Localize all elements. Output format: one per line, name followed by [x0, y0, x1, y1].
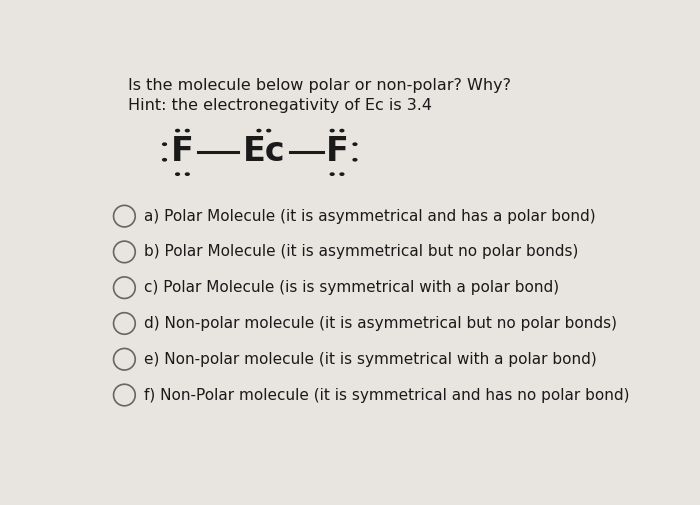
- Circle shape: [185, 172, 190, 176]
- Circle shape: [340, 129, 344, 132]
- Text: f) Non-Polar molecule (it is symmetrical and has no polar bond): f) Non-Polar molecule (it is symmetrical…: [144, 387, 630, 402]
- Text: e) Non-polar molecule (it is symmetrical with a polar bond): e) Non-polar molecule (it is symmetrical…: [144, 352, 597, 367]
- Circle shape: [352, 158, 358, 162]
- Circle shape: [175, 172, 180, 176]
- Circle shape: [185, 129, 190, 132]
- Circle shape: [162, 142, 167, 146]
- Text: d) Non-polar molecule (it is asymmetrical but no polar bonds): d) Non-polar molecule (it is asymmetrica…: [144, 316, 617, 331]
- Text: F: F: [326, 135, 349, 169]
- Circle shape: [162, 158, 167, 162]
- Text: Hint: the electronegativity of Ec is 3.4: Hint: the electronegativity of Ec is 3.4: [128, 97, 432, 113]
- Circle shape: [266, 129, 272, 132]
- Text: Ec: Ec: [242, 135, 285, 169]
- Circle shape: [330, 172, 335, 176]
- Circle shape: [352, 142, 358, 146]
- Circle shape: [340, 172, 344, 176]
- Circle shape: [175, 129, 180, 132]
- Text: b) Polar Molecule (it is asymmetrical but no polar bonds): b) Polar Molecule (it is asymmetrical bu…: [144, 244, 579, 260]
- Text: F: F: [171, 135, 194, 169]
- Text: c) Polar Molecule (is is symmetrical with a polar bond): c) Polar Molecule (is is symmetrical wit…: [144, 280, 559, 295]
- Circle shape: [256, 129, 262, 132]
- Text: a) Polar Molecule (it is asymmetrical and has a polar bond): a) Polar Molecule (it is asymmetrical an…: [144, 209, 596, 224]
- Text: Is the molecule below polar or non-polar? Why?: Is the molecule below polar or non-polar…: [128, 78, 511, 93]
- Circle shape: [330, 129, 335, 132]
